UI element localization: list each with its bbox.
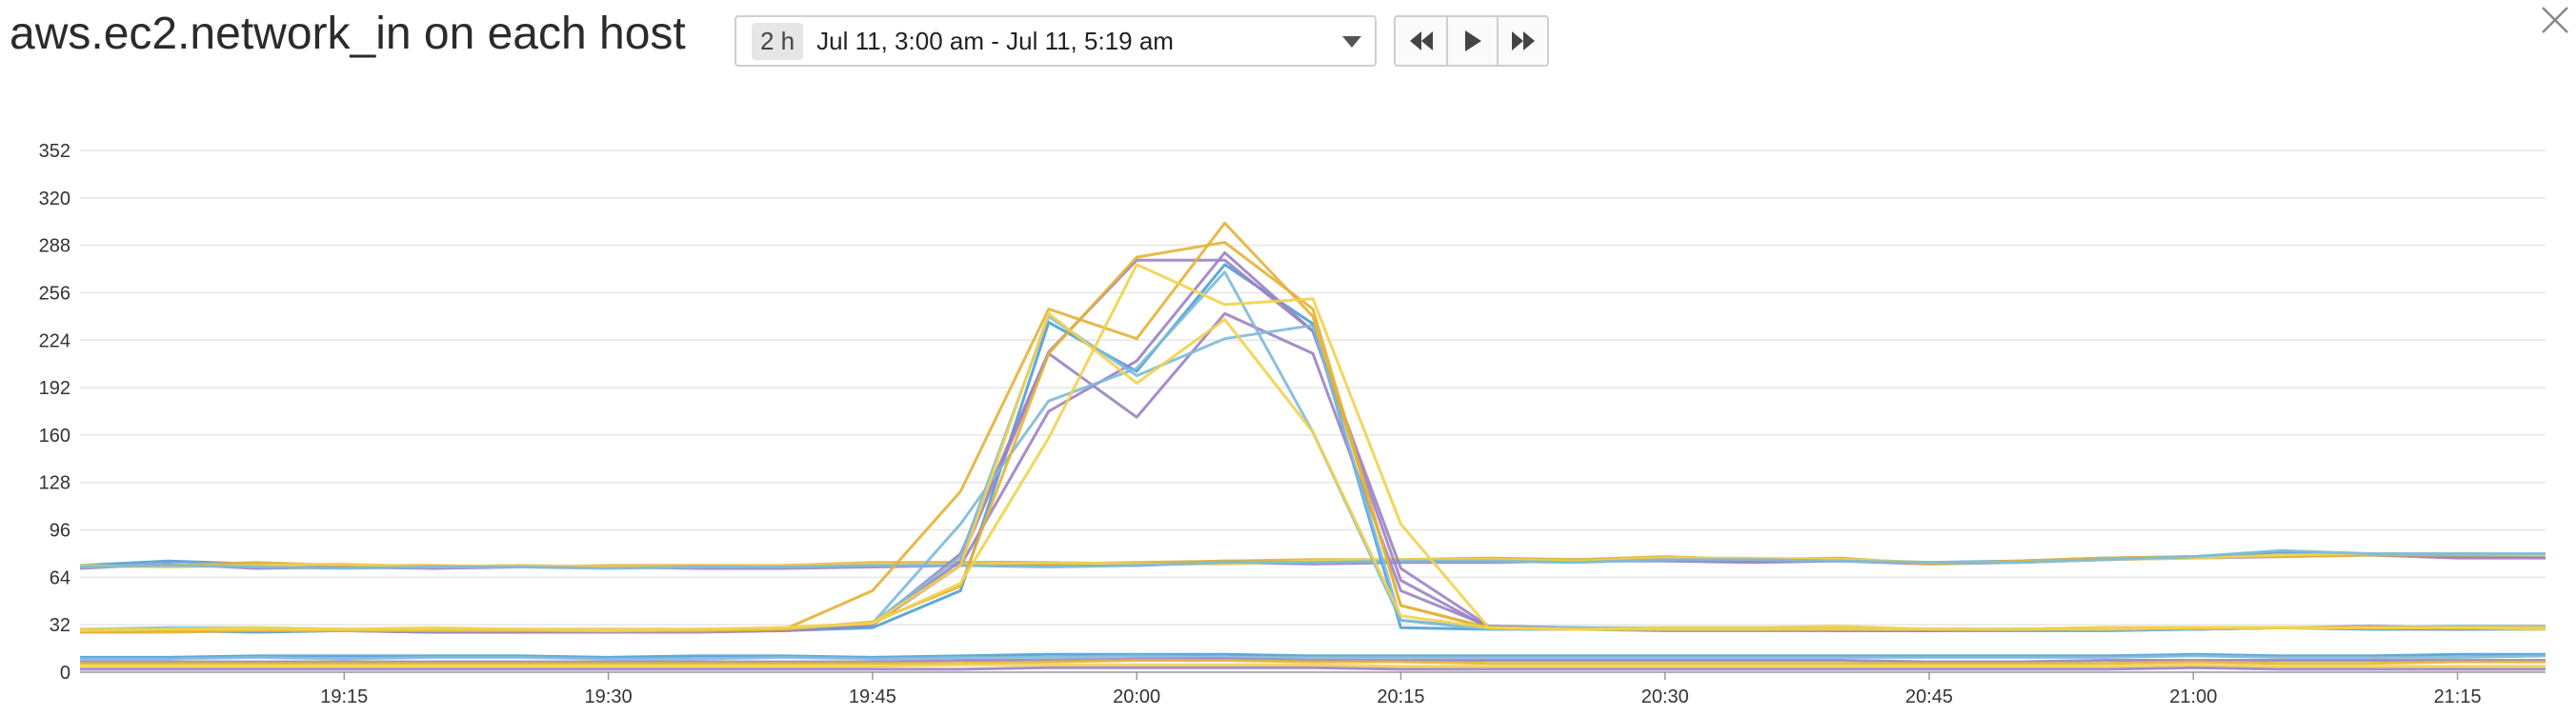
series-line-20[interactable] — [80, 663, 2546, 668]
y-tick-label: 256 — [39, 283, 70, 304]
time-range-label: Jul 11, 3:00 am - Jul 11, 5:19 am — [816, 26, 1174, 55]
x-tick-label: 20:45 — [1905, 686, 1953, 707]
rewind-icon — [1409, 31, 1433, 50]
series-line-7[interactable] — [79, 311, 2546, 634]
x-tick-label: 20:00 — [1113, 686, 1160, 707]
grid-lines — [80, 149, 2546, 673]
series-line-15[interactable] — [80, 311, 2546, 631]
y-tick-label: 160 — [39, 426, 70, 447]
series-line-19[interactable] — [80, 659, 2546, 666]
x-tick-label: 19:15 — [320, 686, 368, 707]
fast-forward-button[interactable] — [1497, 17, 1547, 65]
y-tick-label: 192 — [39, 378, 70, 399]
series-lines — [79, 221, 2546, 671]
series-line-5[interactable] — [79, 548, 2546, 570]
y-axis-ticks: 0 32 64 96 128 160 192 224 256 288 320 352 — [39, 141, 70, 684]
y-tick-label: 352 — [39, 141, 70, 162]
time-span-badge: 2 h — [752, 22, 804, 60]
x-tick-label: 20:15 — [1377, 686, 1424, 707]
x-axis-ticks: 19:15 19:30 19:45 20:00 20:15 20:30 20:45 21:00… — [320, 672, 2482, 707]
x-tick-label: 21:00 — [2169, 686, 2217, 707]
time-range-select[interactable]: 2 h Jul 11, 3:00 am - Jul 11, 5:19 am — [735, 15, 1377, 67]
y-tick-label: 128 — [39, 473, 70, 494]
x-tick-label: 19:30 — [585, 686, 633, 707]
series-line-21[interactable] — [80, 666, 2546, 671]
play-icon — [1464, 30, 1481, 51]
y-tick-label: 224 — [39, 330, 70, 351]
fast-forward-icon — [1511, 31, 1535, 50]
y-tick-label: 288 — [39, 236, 70, 257]
series-line-18[interactable] — [80, 657, 2546, 664]
page-title: aws.ec2.network_in on each host — [10, 9, 686, 59]
x-tick-label: 21:15 — [2434, 686, 2482, 707]
series-line-11[interactable] — [79, 314, 2546, 632]
y-tick-label: 96 — [50, 521, 70, 542]
y-tick-label: 320 — [39, 189, 70, 209]
play-button[interactable] — [1446, 17, 1497, 65]
y-tick-label: 0 — [60, 663, 70, 684]
series-line-12[interactable] — [80, 221, 2546, 634]
time-nav-controls — [1394, 15, 1549, 67]
rewind-button[interactable] — [1396, 17, 1446, 65]
x-tick-label: 20:30 — [1641, 686, 1689, 707]
y-tick-label: 32 — [50, 615, 70, 636]
x-tick-label: 19:45 — [849, 686, 896, 707]
close-icon[interactable] — [2539, 4, 2571, 36]
series-line-17[interactable] — [80, 654, 2546, 661]
chevron-down-icon[interactable] — [1342, 36, 1361, 48]
y-tick-label: 64 — [50, 567, 70, 588]
